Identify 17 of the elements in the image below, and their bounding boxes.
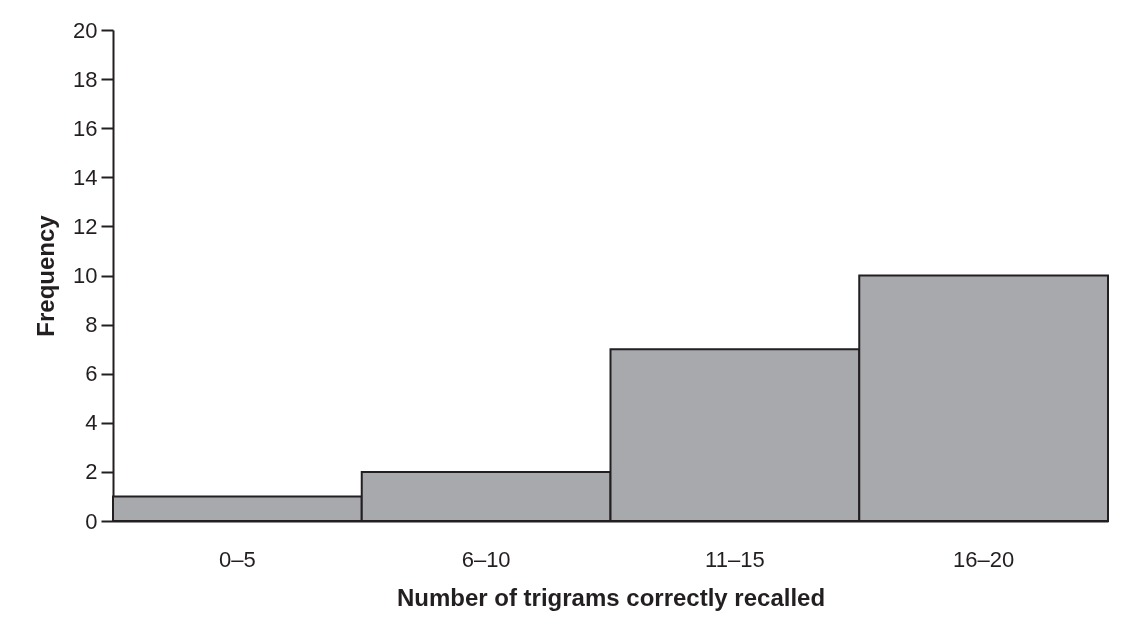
y-tick-label: 16 <box>73 115 98 141</box>
x-axis-title: Number of trigrams correctly recalled <box>396 583 826 611</box>
x-tick-label: 6–10 <box>461 546 511 572</box>
y-tick-label: 0 <box>85 508 98 534</box>
y-tick-label: 6 <box>85 361 98 387</box>
y-tick-label: 14 <box>73 164 98 190</box>
y-tick-label: 10 <box>73 263 98 288</box>
y-tick-label: 12 <box>73 213 98 239</box>
x-tick-label: 0–5 <box>219 546 256 572</box>
y-tick-label: 20 <box>73 17 98 43</box>
x-tick-label: 16–20 <box>953 546 1015 572</box>
y-tick-label: 4 <box>85 410 98 436</box>
y-tick-label: 8 <box>85 312 98 338</box>
y-tick-label: 2 <box>85 459 98 485</box>
y-axis-title: Frequency <box>32 214 60 337</box>
x-tick-label: 11–15 <box>705 546 765 572</box>
y-tick-label: 18 <box>73 66 98 92</box>
